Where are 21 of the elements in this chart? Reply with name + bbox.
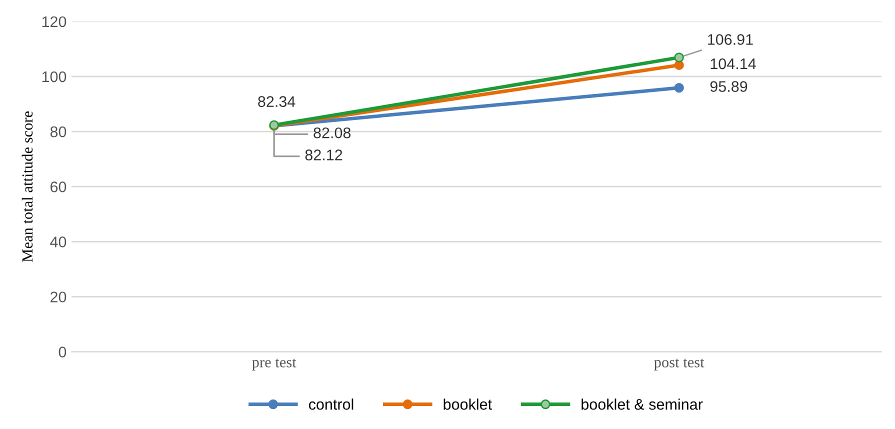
x-tick-label: pre test <box>252 358 296 370</box>
legend-label: booklet & seminar <box>582 398 703 410</box>
point <box>674 52 684 62</box>
point <box>674 82 684 93</box>
y-axis-title: Mean total attitude score <box>22 111 33 262</box>
legend-label: control <box>308 398 354 410</box>
y-tick-label: 100 <box>42 71 66 82</box>
data-label: 82.34 <box>258 96 296 107</box>
data-label: 82.08 <box>314 127 351 138</box>
legend-label: booklet <box>444 398 492 410</box>
data-label: 95.89 <box>710 81 748 92</box>
y-tick-label: 20 <box>50 292 66 302</box>
y-tick-label: 60 <box>50 181 66 192</box>
data-label: 104.14 <box>710 58 756 70</box>
y-tick-label: 120 <box>42 16 66 28</box>
y-tick-label: 40 <box>50 236 66 248</box>
data-label: 82.12 <box>305 150 342 160</box>
y-tick-label: 0 <box>58 346 66 358</box>
y-tick-label: 80 <box>50 126 66 138</box>
data-label: 106.91 <box>708 34 753 45</box>
x-tick-label: post test <box>654 358 704 370</box>
